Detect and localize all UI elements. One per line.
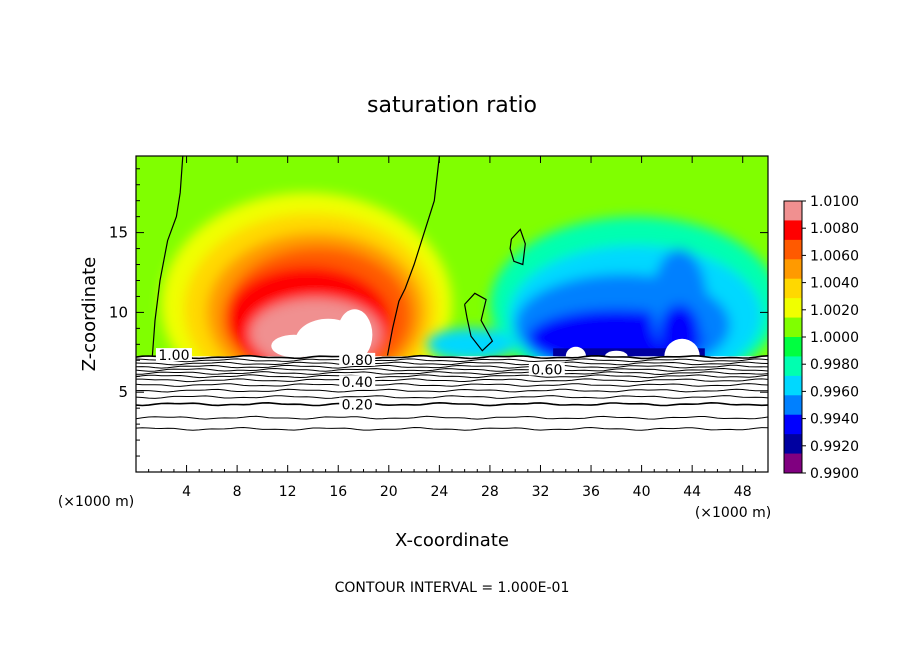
contour-label-bg-3 [339, 397, 376, 411]
contour-label-3: 0.20 [342, 398, 373, 414]
contour-line-9 [135, 388, 769, 393]
saturation-field [136, 156, 768, 472]
x-tick-label-4: 4 [182, 484, 191, 500]
colorbar-label-1: 1.0080 [810, 221, 859, 237]
x-tick-label-24: 24 [430, 484, 448, 500]
warm-core-1 [336, 309, 373, 361]
colorbar-label-4: 1.0020 [810, 303, 859, 319]
colorbar-label-3: 1.0040 [810, 276, 859, 292]
colorbar-swatch-9 [784, 356, 802, 377]
y-axis-title: Z-coordinate [79, 257, 100, 372]
contour-line-2 [135, 361, 769, 366]
contour-label-0: 1.00 [158, 348, 189, 364]
contour-lines [135, 155, 769, 431]
contour-line-3 [135, 364, 769, 369]
contour-line-10 [135, 395, 769, 399]
contour-line-5 [136, 371, 769, 376]
colorbar-swatch-5 [784, 278, 802, 299]
colorbar-swatch-4 [784, 259, 802, 280]
colorbar-label-7: 0.9960 [810, 384, 859, 400]
contour-line-12 [135, 415, 769, 420]
colorbar-label-5: 1.0000 [810, 330, 859, 346]
field-plot-area: 1.00 0.80 0.40 0.20 0.60 [135, 155, 769, 473]
field-upper [136, 156, 768, 417]
cold-band-6 [426, 328, 516, 361]
x-unit-label-right: (×1000 m) [695, 505, 771, 521]
contour-line-8 [135, 383, 769, 387]
colorbar-swatch-7 [784, 317, 802, 338]
warm-core-2 [271, 334, 317, 358]
contour-labels: 1.00 0.80 0.40 0.20 0.60 [155, 348, 565, 414]
unity-contour-3 [509, 228, 526, 266]
x-tick-label-20: 20 [380, 484, 398, 500]
contour-interval-note: CONTOUR INTERVAL = 1.000E-01 [335, 580, 570, 596]
unity-contour-2 [464, 292, 494, 352]
unity-contour-0 [151, 155, 184, 356]
x-tick-label-48: 48 [734, 484, 752, 500]
contour-label-bg-2 [339, 375, 376, 389]
contour-line-11 [135, 401, 769, 407]
x-axis: 4 8 12 16 20 24 28 32 36 40 44 48 [148, 156, 756, 500]
contour-line-13 [135, 426, 769, 431]
y-axis: 5 10 15 [109, 168, 768, 457]
contour-line-1 [135, 358, 769, 363]
unity-contour-1 [386, 155, 440, 356]
x-tick-label-12: 12 [279, 484, 297, 500]
y-tick-label-10: 10 [109, 303, 128, 321]
contour-label-bg-1 [339, 352, 376, 366]
contour-label-bg-4 [528, 362, 565, 376]
colorbar-label-10: 0.9900 [810, 466, 859, 482]
contour-line-7 [136, 378, 769, 383]
colorbar-swatch-13 [784, 434, 802, 455]
contour-label-bg-0 [155, 348, 192, 362]
colorbar-label-0: 1.0100 [810, 194, 859, 210]
chart-title: saturation ratio [367, 93, 537, 118]
colorbar-swatch-3 [784, 239, 802, 260]
colorbar-swatch-11 [784, 395, 802, 416]
x-tick-label-32: 32 [532, 484, 550, 500]
x-tick-label-28: 28 [481, 484, 499, 500]
x-axis-title: X-coordinate [395, 530, 509, 551]
colorbar-swatch-10 [784, 375, 802, 396]
contour-label-4: 0.60 [531, 362, 562, 378]
x-tick-label-16: 16 [329, 484, 347, 500]
x-tick-label-36: 36 [582, 484, 600, 500]
contour-line-0 [135, 354, 769, 360]
x-tick-label-40: 40 [633, 484, 651, 500]
colorbar-swatch-14 [784, 453, 802, 474]
x-tick-label-44: 44 [683, 484, 701, 500]
cold-fringe [553, 348, 705, 357]
y-tick-label-5: 5 [118, 383, 128, 401]
contour-label-2: 0.40 [342, 375, 373, 391]
colorbar-swatch-6 [784, 298, 802, 319]
y-tick-label-15: 15 [109, 224, 128, 242]
colorbar-swatch-8 [784, 337, 802, 357]
contour-line-4 [135, 367, 769, 372]
colorbar-label-9: 0.9920 [810, 439, 859, 455]
colorbar-label-8: 0.9940 [810, 412, 859, 428]
x-unit-label-left: (×1000 m) [58, 494, 134, 510]
x-tick-label-8: 8 [233, 484, 242, 500]
colorbar: 1.0100 1.0080 1.0060 1.0040 1.0020 1.0000 0.99… [783, 194, 859, 482]
colorbar-swatch-2 [784, 220, 802, 241]
colorbar-label-6: 0.9980 [810, 357, 859, 373]
contour-label-1: 0.80 [342, 353, 373, 369]
colorbar-swatch-1 [784, 201, 802, 221]
colorbar-label-2: 1.0060 [810, 248, 859, 264]
colorbar-swatch-12 [784, 414, 802, 435]
contour-line-6 [135, 374, 769, 379]
